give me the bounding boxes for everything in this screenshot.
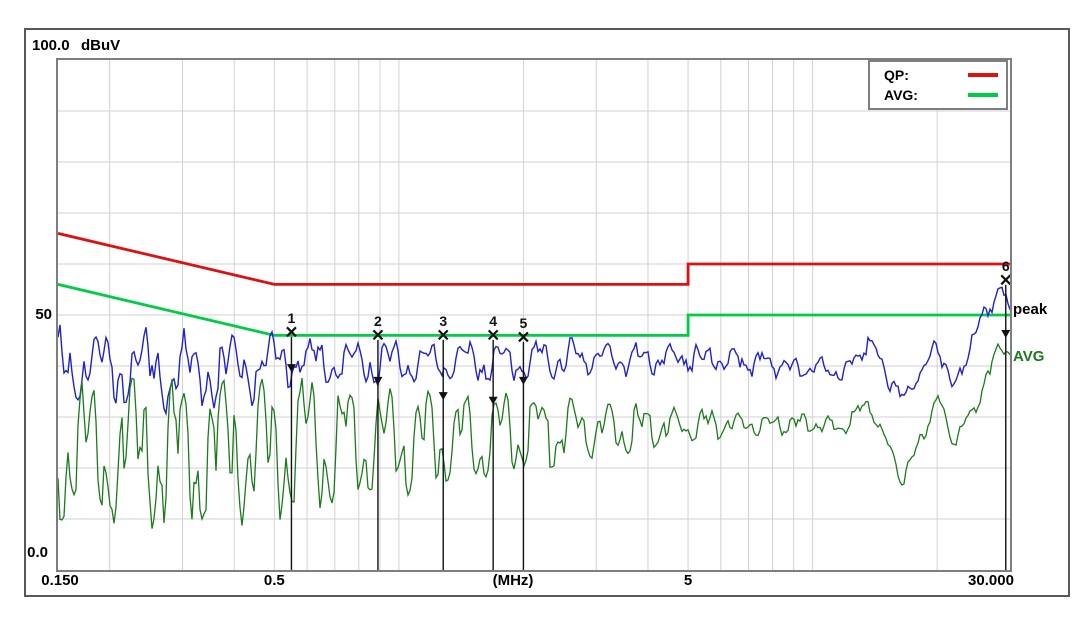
legend-label-qp: QP: (884, 67, 909, 84)
marker-arrow-down-icon (518, 376, 528, 385)
avg-trace-label: AVG (1013, 348, 1045, 365)
legend-item-avg: AVG: (870, 87, 1006, 103)
y-tick-label-50: 50 (35, 306, 52, 323)
x-tick-label-0.5: 0.5 (263, 572, 285, 589)
qp-line-swatch (968, 73, 998, 78)
qp-limit-line (58, 232, 1010, 286)
marker-arrow-down-icon (488, 396, 498, 405)
marker-x-icon (286, 326, 297, 338)
avg-trace (58, 342, 1010, 529)
x-tick-label-0.150: 0.150 (41, 572, 79, 589)
x-tick-label-5: 5 (683, 572, 693, 589)
marker-number-label: 1 (288, 310, 296, 326)
marker-x-icon (518, 331, 529, 343)
legend-label-avg: AVG: (884, 86, 918, 103)
marker-number-label: 4 (489, 313, 497, 329)
marker-x-icon (437, 329, 449, 341)
avg-line-swatch (968, 92, 998, 97)
marker-number-label: 5 (520, 315, 528, 331)
marker-number-label: 6 (1002, 258, 1010, 274)
legend-box: QP: AVG: (868, 60, 1008, 110)
peak-trace-label: peak (1013, 301, 1048, 318)
chart-canvas: 1 2 3 4 5 6 (58, 60, 1010, 570)
marker-arrow-down-icon (1001, 329, 1010, 338)
marker-arrow-down-icon (373, 376, 383, 385)
marker-number-label: 3 (439, 313, 447, 329)
legend-item-qp: QP: (870, 67, 1006, 83)
marker-arrow-down-icon (286, 364, 296, 373)
marker-x-icon (487, 329, 499, 341)
peak-trace (58, 286, 1010, 417)
y-tick-label-0: 0.0 (27, 544, 48, 561)
x-axis-unit-label: (MHz) (492, 572, 534, 589)
marker-x-icon (372, 329, 384, 341)
plot-area: 1 2 3 4 5 6 (56, 58, 1012, 572)
marker-number-label: 2 (374, 313, 382, 329)
x-tick-label-30.000: 30.000 (968, 572, 1014, 589)
y-axis-max-label: 100.0 (32, 37, 70, 54)
marker-arrow-down-icon (438, 392, 448, 401)
marker-x-icon (1000, 274, 1010, 286)
avg-limit-line (58, 283, 1010, 337)
y-axis-unit-label: dBuV (81, 37, 121, 54)
